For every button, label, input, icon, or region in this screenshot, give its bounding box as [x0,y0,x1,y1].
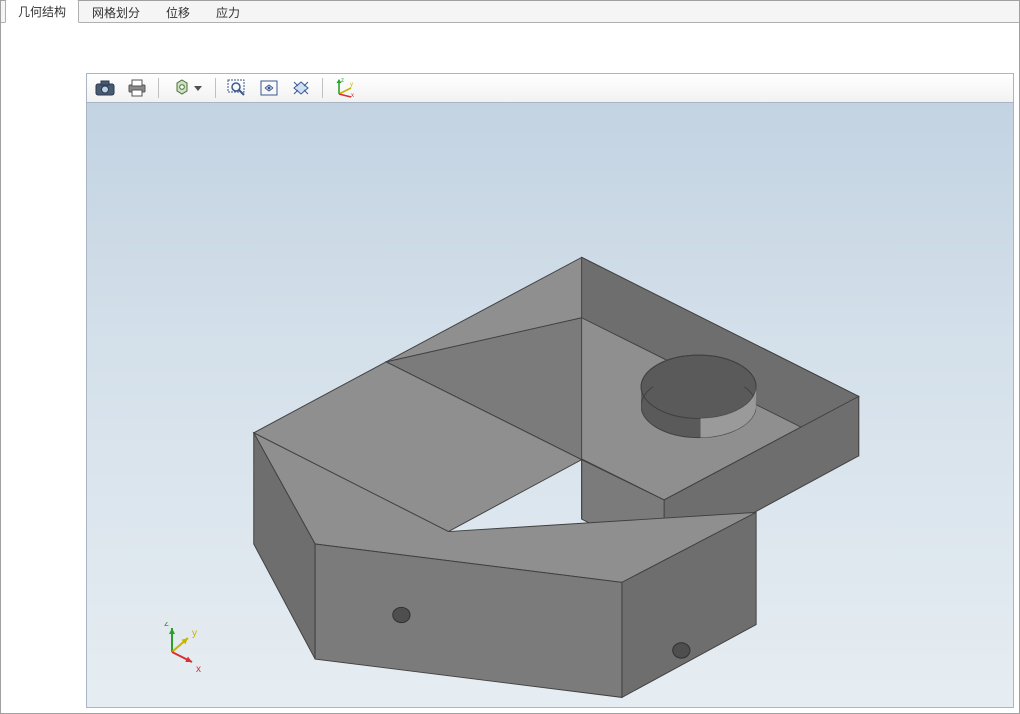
tab-stress[interactable]: 应力 [203,0,253,23]
snapshot-button[interactable] [91,76,119,100]
tab-displacement[interactable]: 位移 [153,0,203,23]
tab-geometry[interactable]: 几何结构 [5,0,79,23]
toolbar-separator [215,78,216,98]
viewport-triad: z y x [142,622,202,682]
print-button[interactable] [123,76,151,100]
print-icon [127,79,147,97]
triad-icon: z y x [333,78,355,98]
svg-text:y: y [350,82,353,88]
settings-dropdown[interactable] [166,76,208,100]
zoom-box-button[interactable] [223,76,251,100]
svg-text:y: y [192,628,197,639]
svg-text:x: x [351,93,354,98]
toolbar-separator [158,78,159,98]
zoom-fit-icon [259,79,279,97]
settings-icon [173,79,191,97]
workspace: z y x [1,23,1019,713]
zoom-extents-icon [291,79,311,97]
triad-button[interactable]: z y x [330,76,358,100]
zoom-extents-button[interactable] [287,76,315,100]
model-3d [87,103,1013,707]
toolbar: z y x [86,73,1014,103]
tab-label: 位移 [166,6,190,20]
tab-label: 几何结构 [18,5,66,19]
zoom-box-icon [227,79,247,97]
big-hole [641,355,756,437]
svg-text:z: z [164,622,169,629]
tab-mesh[interactable]: 网格划分 [79,0,153,23]
viewport-3d[interactable]: z y x [86,103,1014,708]
toolbar-separator [322,78,323,98]
chevron-down-icon [194,84,202,92]
tab-label: 应力 [216,6,240,20]
small-hole-2 [673,643,690,658]
snapshot-icon [95,80,115,96]
svg-text:z: z [341,78,344,84]
zoom-fit-button[interactable] [255,76,283,100]
svg-text:x: x [196,664,201,675]
tab-label: 网格划分 [92,6,140,20]
small-hole-1 [393,607,410,622]
tab-bar: 几何结构 网格划分 位移 应力 [1,1,1019,23]
